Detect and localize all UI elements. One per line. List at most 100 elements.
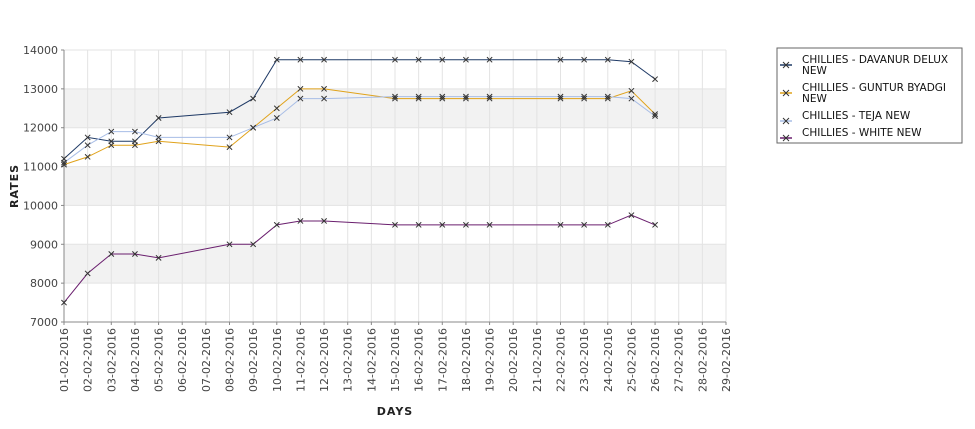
- data-point: [604, 221, 611, 228]
- data-point: [273, 221, 280, 228]
- x-tick-label: 24-02-2016: [602, 328, 615, 392]
- x-tick-label: 22-02-2016: [555, 328, 568, 392]
- x-tick-label: 25-02-2016: [625, 328, 638, 392]
- legend-label: CHILLIES - TEJA NEW: [802, 110, 911, 122]
- data-point: [226, 109, 233, 116]
- y-tick-label: 9000: [30, 238, 58, 251]
- data-point: [392, 221, 398, 228]
- legend-box: [776, 47, 963, 144]
- data-point: [557, 95, 564, 102]
- data-point: [439, 56, 446, 63]
- y-tick-label: 13000: [23, 83, 58, 96]
- data-point: [84, 153, 91, 160]
- x-tick-label: 11-02-2016: [294, 328, 307, 392]
- x-tick-label: 26-02-2016: [649, 328, 662, 392]
- data-point: [462, 56, 469, 63]
- data-point: [273, 115, 280, 121]
- legend-label: CHILLIES - GUNTUR BYADGI NEW: [802, 82, 946, 105]
- legend-item: CHILLIES - TEJA NEW: [780, 110, 911, 125]
- data-point: [415, 95, 422, 102]
- x-tick-label: 29-02-2016: [720, 328, 733, 392]
- x-axis-title: DAYS: [377, 405, 413, 418]
- data-point: [297, 85, 304, 92]
- data-point: [392, 93, 398, 100]
- data-point: [604, 93, 611, 100]
- data-point: [321, 56, 328, 63]
- series-lines: [63, 59, 656, 303]
- x-tick-label: 09-02-2016: [247, 328, 260, 392]
- legend-label: CHILLIES - WHITE NEW: [802, 127, 922, 139]
- legend-item: CHILLIES - GUNTUR BYADGI NEW: [780, 82, 946, 105]
- x-tick-label: 23-02-2016: [578, 328, 591, 392]
- y-axis-title: RATES: [8, 164, 21, 208]
- data-point: [155, 134, 162, 141]
- data-point: [321, 218, 328, 224]
- data-point: [652, 111, 659, 118]
- data-point: [415, 56, 422, 63]
- data-point: [84, 142, 91, 149]
- x-tick-label: 02-02-2016: [82, 328, 95, 392]
- data-point: [250, 124, 257, 131]
- data-point: [297, 95, 304, 102]
- data-point: [652, 76, 659, 83]
- data-point: [226, 241, 233, 248]
- y-tick-label: 10000: [23, 199, 58, 212]
- data-point: [108, 251, 115, 257]
- data-point: [84, 134, 91, 141]
- data-point: [131, 142, 138, 149]
- data-point: [84, 270, 91, 277]
- data-point: [415, 221, 422, 228]
- data-point: [297, 218, 304, 224]
- x-tick-label: 06-02-2016: [176, 328, 189, 392]
- x-tick-label: 01-02-2016: [58, 328, 71, 392]
- data-point: [392, 95, 398, 102]
- legend-label: CHILLIES - DAVANUR DELUX NEW: [802, 54, 948, 77]
- series-line: [63, 88, 656, 166]
- data-point: [131, 128, 138, 135]
- data-point: [652, 221, 659, 228]
- x-tick-label: 10-02-2016: [271, 328, 284, 392]
- data-point: [557, 93, 564, 100]
- data-point: [321, 95, 328, 102]
- x-tick-label: 08-02-2016: [224, 328, 237, 392]
- data-point: [131, 251, 138, 257]
- data-point: [652, 113, 659, 120]
- x-tick-label: 17-02-2016: [436, 328, 449, 392]
- data-point: [108, 128, 115, 135]
- data-point: [61, 159, 67, 166]
- x-tick-label: 20-02-2016: [507, 328, 520, 392]
- x-tick-label: 03-02-2016: [105, 328, 118, 392]
- data-point: [321, 85, 328, 92]
- x-tick-label: 18-02-2016: [460, 328, 473, 392]
- data-point: [628, 212, 635, 219]
- data-point: [557, 56, 564, 63]
- series-line: [63, 214, 656, 303]
- data-point: [486, 93, 493, 100]
- series-markers: [61, 56, 659, 306]
- data-point: [604, 56, 611, 63]
- data-point: [462, 93, 469, 100]
- y-tick-label: 11000: [23, 161, 58, 174]
- x-tick-label: 19-02-2016: [484, 328, 497, 392]
- x-tick-label: 13-02-2016: [342, 328, 355, 392]
- y-tick-label: 7000: [30, 316, 58, 329]
- data-point: [439, 221, 446, 228]
- data-point: [486, 95, 493, 102]
- data-point: [155, 254, 162, 261]
- legend: CHILLIES - DAVANUR DELUX NEW CHILLIES - GU…: [776, 47, 963, 144]
- data-point: [415, 93, 422, 100]
- data-point: [226, 134, 233, 141]
- x-tick-label: 05-02-2016: [153, 328, 166, 392]
- x-tick-label: 07-02-2016: [200, 328, 213, 392]
- data-point: [155, 115, 162, 121]
- data-point: [628, 58, 635, 65]
- data-point: [439, 93, 446, 100]
- data-point: [462, 95, 469, 102]
- legend-item: CHILLIES - WHITE NEW: [780, 127, 922, 142]
- x-tick-label: 04-02-2016: [129, 328, 142, 392]
- data-point: [462, 221, 469, 228]
- data-point: [604, 95, 611, 102]
- x-tick-label: 12-02-2016: [318, 328, 331, 392]
- data-point: [581, 93, 588, 100]
